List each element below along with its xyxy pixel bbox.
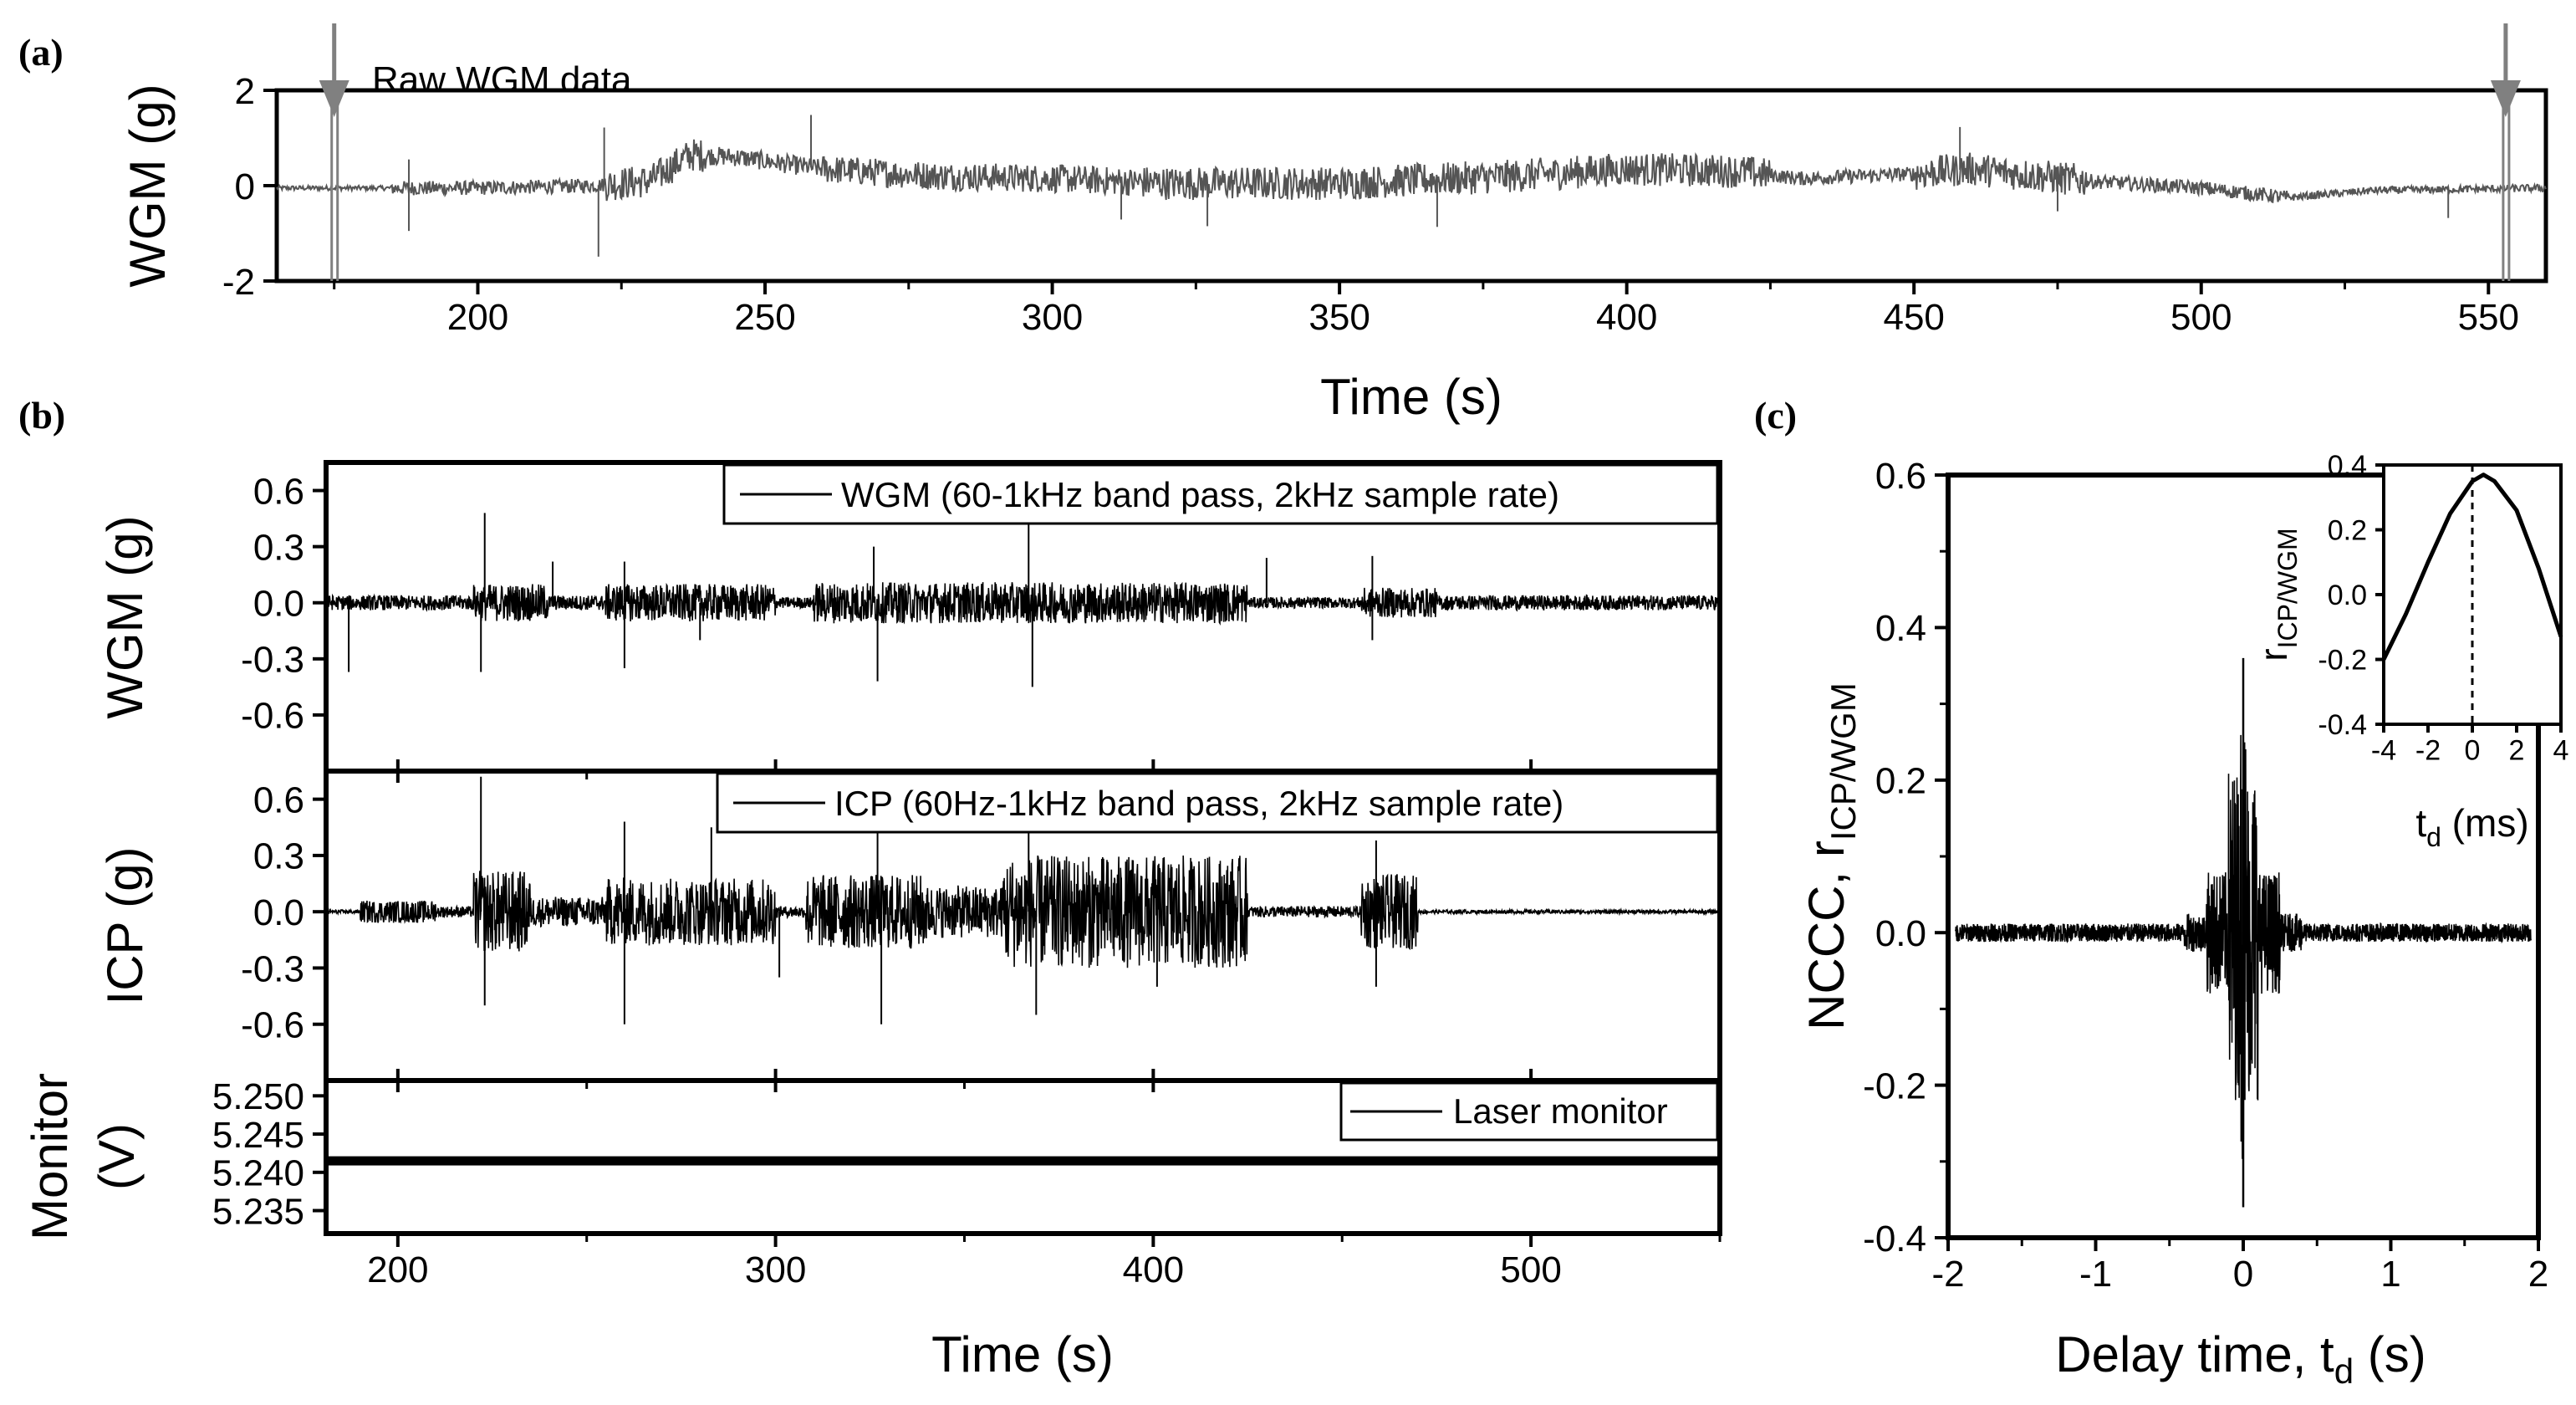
panel-c-inset-series bbox=[2381, 465, 2563, 724]
panel-b1-ytick-0-label: 0.6 bbox=[253, 471, 304, 512]
panel-b2-trace bbox=[325, 855, 1721, 968]
panel-b2-ytick-0-label: 0.6 bbox=[253, 779, 304, 820]
panel-b3-y-label-line-1: Monitor bbox=[22, 1073, 78, 1240]
panel-b1-legend: WGM (60-1kHz band pass, 2kHz sample rate… bbox=[722, 463, 1719, 525]
panel-c-ytick-2-label: 0.2 bbox=[1875, 761, 1926, 802]
panel-b3-ytick-1-label: 5.245 bbox=[212, 1115, 304, 1156]
panel-b2-ytick-2-label: 0.0 bbox=[253, 892, 304, 933]
panel-b-x-label: Time (s) bbox=[931, 1326, 1114, 1382]
panel-b-chart: 0.60.30.0-0.3-0.60.60.30.0-0.3-0.65.2505… bbox=[22, 460, 1722, 1382]
panel-a-xtick-5-label: 450 bbox=[1883, 297, 1944, 338]
panel-a-x-ticks: 200 250 300 350 400 450 500 550 bbox=[333, 281, 2519, 338]
panel-c-xtick-0-label: -2 bbox=[1931, 1254, 1964, 1295]
panel-c-inset-xtick-2-label: 0 bbox=[2465, 734, 2481, 766]
panel-c-ytick-1-label: 0.4 bbox=[1875, 608, 1926, 649]
panel-a-label: (a) bbox=[18, 31, 64, 74]
panel-c-xtick-3-label: 1 bbox=[2380, 1254, 2400, 1295]
panel-b2-ytick-3-label: -0.3 bbox=[241, 948, 304, 989]
panel-b1-trace bbox=[325, 581, 1721, 626]
panel-b3-legend: Laser monitor bbox=[1339, 1081, 1719, 1142]
panel-c-ticks: 0.60.40.20.0-0.2-0.4-2 -1 0 1 2 bbox=[1863, 456, 2548, 1295]
panel-b-xtick-3-label: 500 bbox=[1500, 1249, 1561, 1290]
panel-c-y-label: NCCC, rICP/WGM bbox=[1798, 682, 1863, 1030]
panel-b3-trace bbox=[326, 1156, 1720, 1166]
panel-a-trace bbox=[276, 139, 2547, 204]
panel-a-x-label: Time (s) bbox=[1320, 369, 1502, 425]
panel-a-xtick-2-label: 300 bbox=[1022, 297, 1083, 338]
panel-a-xtick-6-label: 500 bbox=[2170, 297, 2232, 338]
panel-c-ytick-4-label: -0.2 bbox=[1863, 1065, 1926, 1106]
panel-a-xtick-7-label: 550 bbox=[2458, 297, 2519, 338]
panel-a-xtick-1-label: 250 bbox=[734, 297, 795, 338]
panel-c-inset-ytick-0-label: 0.4 bbox=[2328, 450, 2367, 482]
panel-c-inset-ytick-1-label: 0.2 bbox=[2328, 515, 2367, 547]
panel-a-series bbox=[276, 115, 2547, 257]
panel-a-arrow-head-1 bbox=[2490, 80, 2521, 117]
panel-b3-y-label-line-2: (V) bbox=[89, 1123, 145, 1190]
panel-a-ytick-0-label: 2 bbox=[235, 71, 255, 112]
panel-a-y-ticks: 2 0 -2 bbox=[222, 71, 277, 303]
panel-a-annotation: Raw WGM data bbox=[372, 59, 632, 100]
panel-c-inset-ytick-2-label: 0.0 bbox=[2328, 580, 2367, 611]
panel-a-xtick-4-label: 400 bbox=[1596, 297, 1657, 338]
panel-c-ytick-5-label: -0.4 bbox=[1863, 1219, 1926, 1259]
panel-a-arrow-head-0 bbox=[319, 80, 349, 117]
panel-b1-legend-text: WGM (60-1kHz band pass, 2kHz sample rate… bbox=[841, 475, 1559, 514]
panel-a-ytick-1-label: 0 bbox=[235, 166, 255, 207]
panel-b-xtick-2-label: 400 bbox=[1123, 1249, 1184, 1290]
panel-c-x-label: Delay time, td (s) bbox=[2055, 1326, 2426, 1391]
panel-b2-legend-text: ICP (60Hz-1kHz band pass, 2kHz sample ra… bbox=[834, 784, 1563, 823]
panel-b-xtick-1-label: 300 bbox=[745, 1249, 806, 1290]
panel-c-inset-x-label: td (ms) bbox=[2415, 801, 2528, 852]
panel-c-xtick-2-label: 0 bbox=[2233, 1254, 2253, 1295]
panel-b1-ytick-2-label: 0.0 bbox=[253, 584, 304, 625]
panel-b2-ytick-1-label: 0.3 bbox=[253, 836, 304, 877]
panel-c-chart: 0.60.40.20.0-0.2-0.4-2 -1 0 1 2 Delay time, … bbox=[1798, 450, 2568, 1391]
panel-c-inset-xtick-4-label: 4 bbox=[2553, 734, 2569, 766]
panel-a-chart: 2 0 -2 200 250 300 350 400 450 500 550 Raw WGM da… bbox=[120, 23, 2548, 425]
panel-b3-legend-text: Laser monitor bbox=[1453, 1091, 1668, 1131]
panel-a-xtick-0-label: 200 bbox=[447, 297, 508, 338]
panel-b-xtick-0-label: 200 bbox=[367, 1249, 428, 1290]
panel-b2-y-label: ICP (g) bbox=[97, 847, 153, 1005]
panel-c-inset-y-label: rICP/WGM bbox=[2252, 528, 2303, 661]
panel-b2-legend: ICP (60Hz-1kHz band pass, 2kHz sample ra… bbox=[716, 772, 1719, 834]
panel-b3-ytick-0-label: 5.250 bbox=[212, 1076, 304, 1117]
panel-b-series bbox=[325, 513, 1721, 1166]
panel-c-inset-xtick-0-label: -4 bbox=[2371, 734, 2396, 766]
panel-c-inset-curve bbox=[2381, 473, 2563, 661]
panel-b3-ytick-3-label: 5.235 bbox=[212, 1191, 304, 1232]
panel-a-markers bbox=[319, 23, 2521, 281]
panel-c-inset-ytick-4-label: -0.4 bbox=[2318, 709, 2367, 741]
panel-b3-ytick-2-label: 5.240 bbox=[212, 1153, 304, 1194]
panel-c-ytick-0-label: 0.6 bbox=[1875, 456, 1926, 497]
panel-b-label: (b) bbox=[18, 394, 65, 437]
panel-a-xtick-3-label: 350 bbox=[1308, 297, 1370, 338]
panel-c-inset-ytick-3-label: -0.2 bbox=[2318, 645, 2367, 677]
panel-b1-y-label: WGM (g) bbox=[97, 515, 153, 718]
panel-a-ytick-2-label: -2 bbox=[222, 262, 255, 303]
panel-c-inset-xtick-3-label: 2 bbox=[2509, 734, 2525, 766]
panel-c-xtick-1-label: -1 bbox=[2079, 1254, 2112, 1295]
panel-b1-ytick-1-label: 0.3 bbox=[253, 527, 304, 568]
panel-b-ticks: 0.60.30.0-0.3-0.60.60.30.0-0.3-0.65.2505… bbox=[212, 471, 1722, 1290]
panel-c-ytick-3-label: 0.0 bbox=[1875, 913, 1926, 954]
panel-c-inset: 0.4 0.2 0.0 -0.2 -0.4-4 -2 0 2 4 td (ms) rICP/WG… bbox=[2252, 450, 2568, 852]
panel-b2-ytick-4-label: -0.6 bbox=[241, 1005, 304, 1046]
panel-c-xtick-4-label: 2 bbox=[2528, 1254, 2548, 1295]
panel-c-inset-xtick-1-label: -2 bbox=[2415, 734, 2441, 766]
panel-c-series bbox=[1955, 657, 2532, 1208]
panel-a-y-label: WGM (g) bbox=[120, 84, 176, 287]
panel-b-frame bbox=[324, 460, 1722, 1236]
panel-c-inset-ticks: 0.4 0.2 0.0 -0.2 -0.4-4 -2 0 2 4 bbox=[2318, 450, 2568, 766]
panel-b1-ytick-3-label: -0.3 bbox=[241, 640, 304, 681]
panel-b1-ytick-4-label: -0.6 bbox=[241, 696, 304, 737]
panel-c-label: (c) bbox=[1754, 394, 1797, 437]
